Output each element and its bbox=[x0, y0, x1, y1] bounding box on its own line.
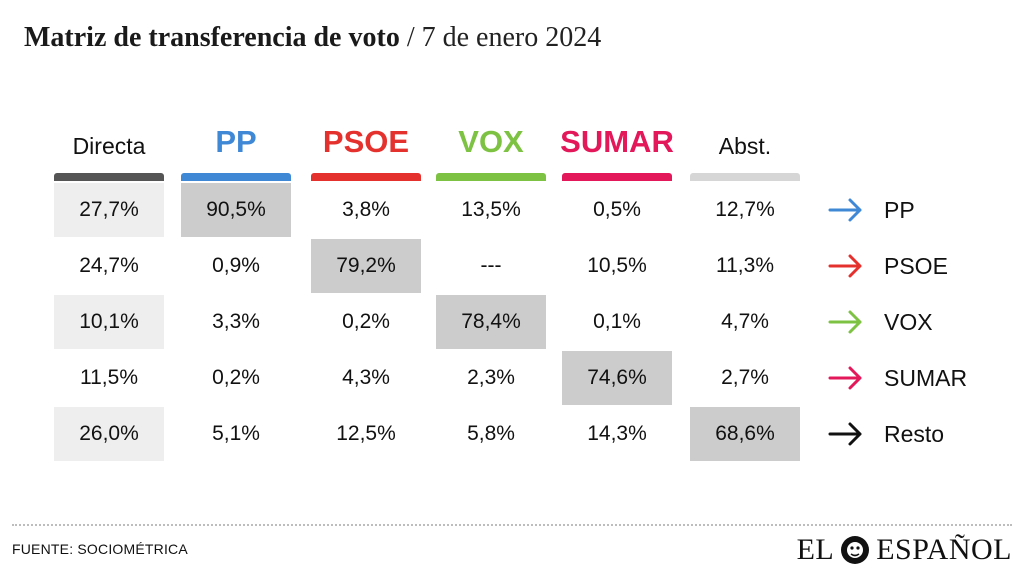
column-header-directa: Directa bbox=[72, 133, 146, 159]
column-color-bar bbox=[690, 173, 800, 181]
matrix-cell: 10,1% bbox=[54, 295, 164, 349]
matrix-cell: 14,3% bbox=[587, 422, 647, 445]
title-separator: / bbox=[399, 22, 422, 53]
logo-text-right: ESPAÑOL bbox=[876, 533, 1012, 566]
column-header-sumar: SUMAR bbox=[560, 124, 674, 159]
row-label-text: SUMAR bbox=[884, 364, 968, 391]
matrix-cell: 12,5% bbox=[336, 422, 396, 445]
matrix-cell: 27,7% bbox=[54, 183, 164, 237]
matrix-cell: 3,3% bbox=[212, 310, 260, 333]
matrix-cell: 12,7% bbox=[715, 198, 775, 221]
brand-logo: EL ESPAÑOL bbox=[797, 530, 1012, 570]
row-label-pp: PP bbox=[828, 183, 915, 237]
matrix-cell: 90,5% bbox=[181, 183, 291, 237]
matrix-cell: 68,6% bbox=[690, 407, 800, 461]
row-label-sumar: SUMAR bbox=[828, 351, 967, 405]
matrix-cell: 0,1% bbox=[593, 310, 641, 333]
matrix-cell: 11,3% bbox=[716, 254, 774, 277]
row-label-text: VOX bbox=[884, 308, 933, 335]
column-color-bar bbox=[311, 173, 421, 181]
row-label-text: PP bbox=[884, 196, 915, 223]
matrix-cell: 3,8% bbox=[342, 198, 390, 221]
logo-text-left: EL bbox=[796, 533, 835, 566]
arrow-right-icon bbox=[828, 254, 862, 278]
title-main: Matriz de transferencia de voto bbox=[24, 22, 400, 53]
matrix-cell: 79,2% bbox=[311, 239, 421, 293]
matrix-cell: 0,2% bbox=[342, 310, 390, 333]
row-label-resto: Resto bbox=[828, 407, 944, 461]
matrix-cell: 4,7% bbox=[721, 310, 769, 333]
title-date: 7 de enero 2024 bbox=[421, 22, 602, 53]
matrix-cell: 2,7% bbox=[721, 366, 769, 389]
matrix-cell: --- bbox=[480, 254, 502, 277]
row-label-psoe: PSOE bbox=[828, 239, 948, 293]
matrix-cell: 10,5% bbox=[587, 254, 647, 277]
column-header-vox: VOX bbox=[458, 124, 524, 159]
chart-title: Matriz de transferencia de voto / 7 de e… bbox=[24, 22, 601, 54]
footer-divider bbox=[12, 524, 1012, 526]
column-color-bar bbox=[181, 173, 291, 181]
arrow-right-icon bbox=[828, 310, 862, 334]
column-color-bar bbox=[562, 173, 672, 181]
matrix-cell: 0,2% bbox=[212, 366, 260, 389]
row-label-text: PSOE bbox=[884, 252, 948, 279]
row-label-text: Resto bbox=[884, 420, 945, 447]
matrix-cell: 78,4% bbox=[436, 295, 546, 349]
matrix-cell: 0,5% bbox=[593, 198, 641, 221]
lion-icon bbox=[841, 536, 870, 564]
column-header-psoe: PSOE bbox=[322, 124, 410, 159]
matrix-cell: 5,1% bbox=[212, 422, 260, 445]
arrow-right-icon bbox=[828, 422, 862, 446]
row-label-vox: VOX bbox=[828, 295, 933, 349]
column-color-bar bbox=[54, 173, 164, 181]
arrow-right-icon bbox=[828, 198, 862, 222]
matrix-cell: 2,3% bbox=[467, 366, 515, 389]
matrix-cell: 74,6% bbox=[562, 351, 672, 405]
column-header-abst: Abst. bbox=[718, 133, 772, 159]
source-note: FUENTE: SOCIOMÉTRICA bbox=[12, 541, 188, 557]
column-header-pp: PP bbox=[215, 124, 257, 159]
arrow-right-icon bbox=[828, 366, 862, 390]
matrix-cell: 0,9% bbox=[212, 254, 260, 277]
column-color-bar bbox=[436, 173, 546, 181]
matrix-cell: 13,5% bbox=[461, 198, 521, 221]
matrix-cell: 5,8% bbox=[467, 422, 515, 445]
matrix-cell: 26,0% bbox=[54, 407, 164, 461]
matrix-cell: 11,5% bbox=[80, 366, 138, 389]
matrix-cell: 4,3% bbox=[342, 366, 390, 389]
matrix-cell: 24,7% bbox=[79, 254, 139, 277]
